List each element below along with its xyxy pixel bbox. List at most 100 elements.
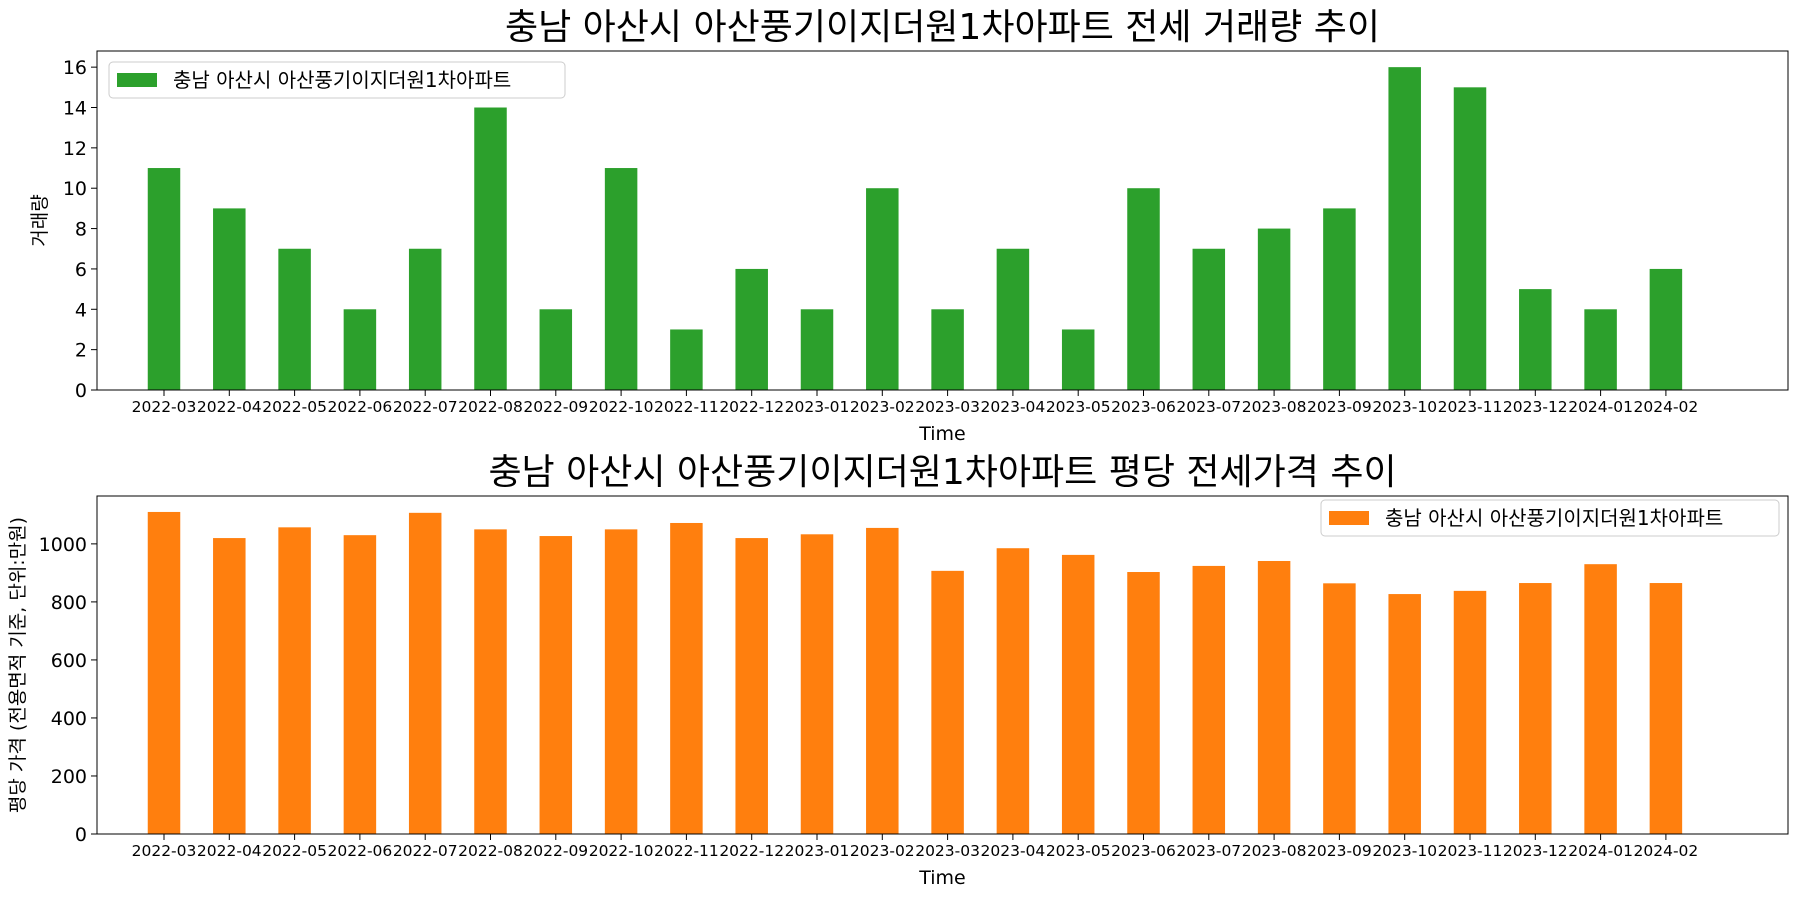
- x-tick-label: 2023-05: [1046, 398, 1111, 416]
- x-tick-label: 2023-12: [1503, 398, 1568, 416]
- bar-2022-11: [670, 522, 703, 834]
- bar-2024-01: [1584, 564, 1617, 834]
- x-tick-label: 2022-11: [654, 842, 719, 860]
- x-tick-label: 2022-08: [458, 398, 523, 416]
- x-tick-label: 2023-09: [1307, 842, 1372, 860]
- x-tick-label: 2023-01: [785, 842, 850, 860]
- legend-label: 충남 아산시 아산풍기이지더원1차아파트: [1385, 506, 1723, 530]
- legend-label: 충남 아산시 아산풍기이지더원1차아파트: [173, 68, 511, 92]
- bar-2023-06: [1127, 188, 1160, 390]
- bar-2022-06: [343, 535, 377, 834]
- bar-2023-12: [1519, 583, 1552, 834]
- bar-2023-02: [866, 188, 899, 390]
- x-tick-label: 2023-11: [1438, 398, 1503, 416]
- bar-2022-04: [213, 208, 246, 390]
- bar-2022-12: [735, 538, 768, 834]
- bar-2023-03: [931, 309, 964, 390]
- x-tick-label: 2023-02: [850, 398, 915, 416]
- y-tick-label: 14: [63, 98, 87, 120]
- legend-swatch: [1329, 511, 1369, 525]
- bar-2022-07: [408, 512, 442, 834]
- bar-2023-09: [1323, 583, 1356, 834]
- x-tick-label: 2022-08: [458, 842, 523, 860]
- x-axis: 2022-03 2022-04 2022-05 2022-06 2022-07 2022-…: [132, 834, 1699, 860]
- legend-box: [108, 61, 566, 99]
- y-tick-label: 0: [75, 824, 87, 846]
- bar-2024-02: [1649, 583, 1683, 834]
- bar-2022-04: [213, 538, 246, 834]
- x-tick-label: 2023-12: [1503, 842, 1568, 860]
- plot-frame: [96, 50, 1789, 391]
- bar-2022-08: [474, 107, 507, 390]
- x-tick-label: 2024-01: [1568, 398, 1633, 416]
- y-tick-label: 4: [75, 299, 87, 321]
- x-tick-label: 2022-05: [262, 398, 327, 416]
- x-tick-label: 2022-06: [328, 842, 393, 860]
- plot-frame: [96, 495, 1789, 835]
- y-axis: 0 200 400 600 800 1000: [39, 534, 97, 846]
- x-tick-label: 2022-10: [589, 842, 654, 860]
- bar-2023-07: [1192, 248, 1226, 390]
- x-tick-label: 2022-06: [328, 398, 393, 416]
- x-axis: 2022-03 2022-04 2022-05 2022-06 2022-07 2022-…: [132, 390, 1699, 416]
- bar-2022-05: [278, 248, 311, 390]
- y-tick-label: 8: [75, 219, 87, 241]
- bar-2022-09: [539, 309, 573, 390]
- bar-2022-11: [670, 329, 703, 390]
- x-tick-label: 2023-01: [785, 398, 850, 416]
- bar-2022-06: [343, 309, 377, 390]
- x-tick-label: 2022-07: [393, 842, 458, 860]
- bar-2023-11: [1453, 590, 1487, 834]
- x-tick-label: 2023-09: [1307, 398, 1372, 416]
- bar-2023-05: [1061, 554, 1095, 834]
- y-tick-label: 600: [51, 650, 87, 672]
- bars: [147, 511, 1683, 834]
- y-tick-label: 400: [51, 708, 87, 730]
- x-tick-label: 2023-05: [1046, 842, 1111, 860]
- y-axis: 0 2 4 6 8 10 12 14 16: [63, 57, 97, 402]
- bar-2023-07: [1192, 565, 1226, 834]
- x-tick-label: 2023-08: [1242, 398, 1307, 416]
- y-tick-label: 12: [63, 138, 87, 160]
- bar-2022-03: [147, 168, 181, 390]
- x-tick-label: 2022-07: [393, 398, 458, 416]
- x-tick-label: 2022-04: [197, 842, 262, 860]
- x-axis-label: Time: [918, 867, 966, 889]
- y-tick-label: 0: [75, 380, 87, 402]
- x-tick-label: 2023-10: [1372, 842, 1437, 860]
- bar-2022-10: [604, 529, 638, 834]
- y-tick-label: 1000: [39, 534, 87, 556]
- x-tick-label: 2023-06: [1111, 842, 1176, 860]
- bar-2023-10: [1388, 594, 1421, 834]
- y-axis-label: 평당 가격 (전용면적 기준, 단위:만원): [7, 517, 29, 813]
- bar-2023-01: [800, 534, 834, 834]
- chart-title: 충남 아산시 아산풍기이지더원1차아파트 전세 거래량 추이: [505, 7, 1380, 48]
- x-tick-label: 2023-06: [1111, 398, 1176, 416]
- y-tick-label: 6: [75, 259, 87, 281]
- y-tick-label: 200: [51, 766, 87, 788]
- bar-2023-12: [1519, 289, 1552, 390]
- x-tick-label: 2022-03: [132, 398, 197, 416]
- x-tick-label: 2023-10: [1372, 398, 1437, 416]
- y-axis-label: 거래량: [29, 194, 51, 246]
- x-tick-label: 2023-11: [1438, 842, 1503, 860]
- bar-2023-03: [931, 570, 964, 834]
- x-tick-label: 2023-04: [981, 842, 1046, 860]
- y-tick-label: 16: [63, 57, 87, 79]
- bar-2023-09: [1323, 208, 1356, 390]
- x-tick-label: 2022-11: [654, 398, 719, 416]
- chart-title: 충남 아산시 아산풍기이지더원1차아파트 평당 전세가격 추이: [488, 452, 1396, 493]
- bar-2023-01: [800, 309, 834, 390]
- y-tick-label: 2: [75, 340, 87, 362]
- x-tick-label: 2023-04: [981, 398, 1046, 416]
- bar-2023-08: [1257, 228, 1291, 390]
- x-tick-label: 2024-02: [1634, 398, 1699, 416]
- x-tick-label: 2023-02: [850, 842, 915, 860]
- x-tick-label: 2023-08: [1242, 842, 1307, 860]
- x-tick-label: 2024-02: [1634, 842, 1699, 860]
- bars: [147, 67, 1683, 391]
- legend-swatch: [117, 73, 157, 87]
- x-tick-label: 2022-09: [523, 842, 588, 860]
- x-tick-label: 2022-04: [197, 398, 262, 416]
